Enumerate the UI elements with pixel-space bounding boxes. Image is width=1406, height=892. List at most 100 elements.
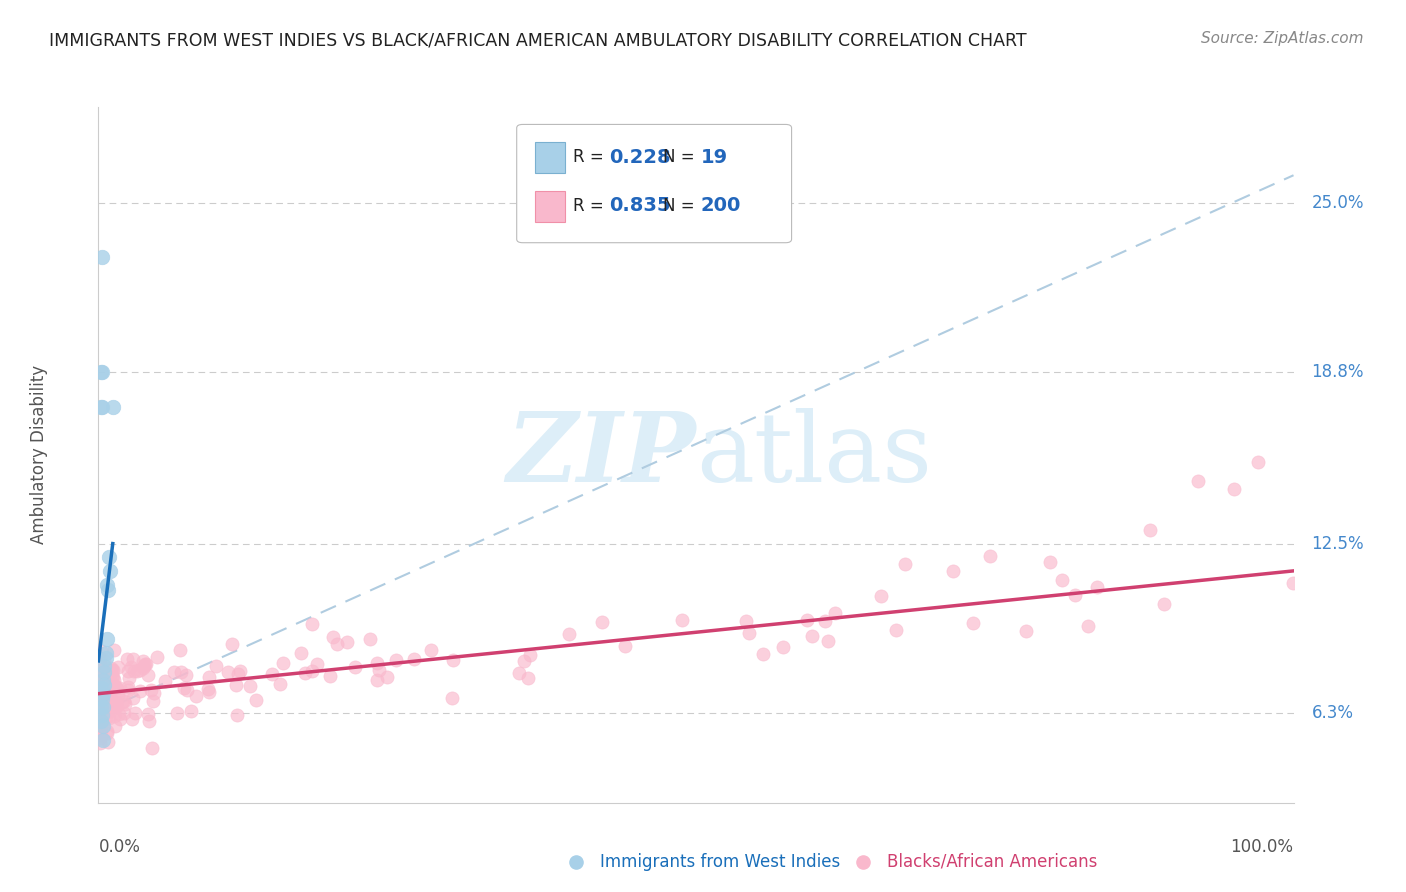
Text: 12.5%: 12.5% (1312, 534, 1364, 553)
Point (132, 654, 155, 668)
Point (91, 719, 114, 733)
Point (90, 714, 112, 728)
Point (979, 549, 1001, 564)
Point (96, 724, 118, 739)
Point (89, 706, 111, 720)
Point (93, 678, 115, 692)
Point (89, 711, 111, 725)
Point (122, 664, 145, 678)
FancyBboxPatch shape (517, 124, 792, 243)
Point (97, 735, 120, 749)
Point (519, 648, 541, 662)
Point (205, 658, 228, 673)
Point (93, 665, 115, 679)
Point (91, 733, 114, 747)
Point (271, 656, 294, 670)
Point (225, 678, 247, 692)
Point (103, 673, 125, 687)
Point (96, 632, 118, 646)
Point (96, 726, 118, 740)
Point (359, 632, 381, 646)
Point (301, 664, 323, 678)
Point (101, 664, 124, 678)
Text: 19: 19 (700, 148, 728, 167)
Point (517, 671, 540, 685)
Point (94, 669, 117, 683)
Point (91, 365, 114, 379)
Point (613, 639, 636, 653)
Point (239, 679, 262, 693)
Point (1050, 574, 1073, 588)
Text: 6.3%: 6.3% (1312, 704, 1354, 722)
Point (751, 648, 773, 662)
Point (107, 660, 129, 674)
Point (131, 661, 153, 675)
Point (176, 683, 198, 698)
Point (89, 717, 111, 731)
Point (100, 661, 122, 675)
Point (90, 700, 112, 714)
Point (440, 691, 463, 706)
Point (105, 695, 128, 709)
Point (105, 682, 128, 697)
Point (90, 643, 112, 657)
Point (90, 690, 112, 704)
Point (886, 624, 908, 638)
Point (141, 741, 163, 756)
Point (245, 693, 267, 707)
Point (117, 665, 139, 679)
Point (94, 678, 117, 692)
Point (1015, 624, 1038, 638)
Point (1223, 482, 1246, 496)
Point (367, 663, 389, 677)
Point (163, 665, 186, 679)
Point (104, 680, 127, 694)
Point (122, 652, 145, 666)
Point (184, 689, 207, 703)
Point (336, 635, 359, 649)
Point (132, 659, 155, 673)
Point (671, 613, 693, 627)
Point (1063, 587, 1085, 601)
Point (98, 681, 121, 696)
Point (90, 665, 112, 679)
Point (125, 664, 148, 678)
Point (91, 707, 114, 722)
Point (169, 643, 191, 657)
Point (817, 633, 839, 648)
Point (89, 696, 111, 710)
Text: Ambulatory Disability: Ambulatory Disability (30, 366, 48, 544)
Point (366, 657, 388, 671)
Point (508, 665, 530, 680)
Point (89, 673, 111, 687)
Point (91, 400, 114, 414)
Point (89, 697, 111, 711)
Point (91, 708, 114, 723)
Point (91, 669, 114, 683)
Text: IMMIGRANTS FROM WEST INDIES VS BLACK/AFRICAN AMERICAN AMBULATORY DISABILITY CORR: IMMIGRANTS FROM WEST INDIES VS BLACK/AFR… (49, 31, 1026, 49)
Point (93, 653, 115, 667)
Point (90, 687, 112, 701)
Text: 0.228: 0.228 (609, 148, 671, 167)
Point (229, 664, 252, 678)
Point (228, 667, 250, 681)
Point (100, 700, 122, 714)
Point (197, 681, 219, 696)
Point (89, 687, 111, 701)
Point (124, 706, 146, 720)
Point (101, 400, 124, 414)
Point (89, 658, 111, 673)
Point (91, 700, 114, 714)
Point (128, 684, 150, 698)
Point (98, 673, 121, 688)
Point (117, 683, 139, 698)
Point (112, 694, 135, 708)
Point (170, 665, 193, 679)
Point (166, 706, 188, 720)
Bar (534, 142, 565, 173)
Point (404, 652, 426, 666)
Point (221, 637, 243, 651)
Point (112, 706, 135, 721)
Point (94, 711, 117, 725)
Point (1282, 575, 1305, 590)
